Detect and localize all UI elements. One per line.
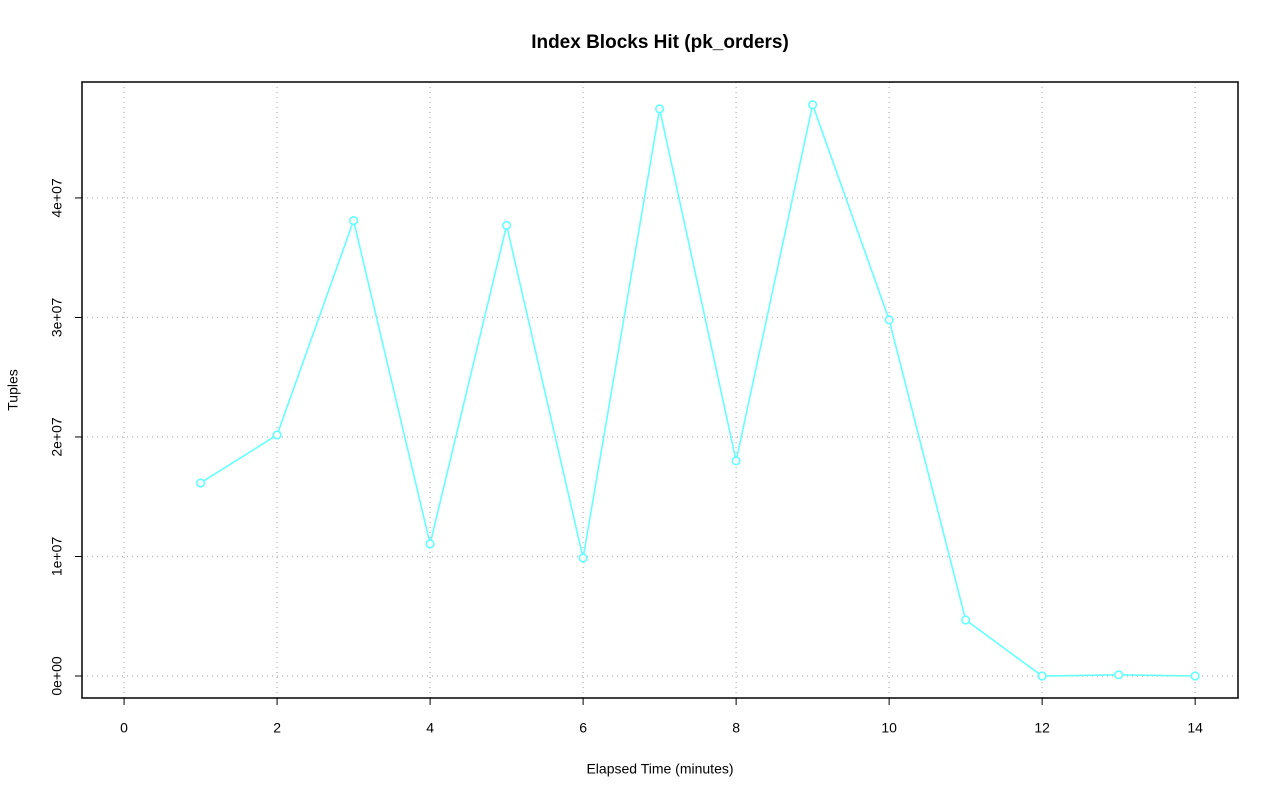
y-tick-label: 1e+07 (49, 537, 65, 577)
series-line (200, 101, 1196, 677)
x-tick-label: 4 (426, 720, 434, 736)
x-tick-label: 6 (579, 720, 587, 736)
x-tick-label: 12 (1034, 720, 1050, 736)
data-point (425, 539, 435, 549)
data-point (272, 430, 282, 440)
data-point (884, 315, 894, 325)
x-axis-label: Elapsed Time (minutes) (586, 761, 733, 777)
y-tick-label: 2e+07 (49, 417, 65, 457)
y-tick-label: 4e+07 (49, 178, 65, 218)
data-point (1037, 671, 1047, 681)
data-point (655, 104, 665, 114)
data-point (808, 100, 818, 110)
data-point (348, 216, 359, 226)
x-tick-label: 0 (120, 720, 128, 736)
data-point (195, 478, 206, 488)
data-point (578, 553, 588, 563)
data-point (1190, 671, 1200, 681)
data-point (502, 220, 512, 231)
chart-title: Index Blocks Hit (pk_orders) (531, 32, 789, 53)
y-tick-label: 0e+00 (49, 656, 65, 696)
data-point (731, 456, 741, 466)
x-tick-label: 10 (881, 720, 897, 736)
x-tick-label: 8 (732, 720, 740, 736)
data-point (961, 615, 971, 625)
plot-frame (81, 81, 1239, 699)
y-axis-label: Tuples (5, 369, 21, 411)
y-tick-label: 3e+07 (49, 298, 65, 338)
data-point (1114, 670, 1124, 680)
x-tick-label: 14 (1187, 720, 1203, 736)
x-tick-label: 2 (273, 720, 281, 736)
